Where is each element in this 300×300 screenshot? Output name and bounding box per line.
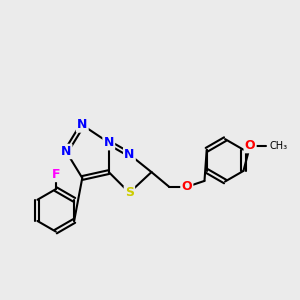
Text: F: F (52, 168, 60, 181)
Text: N: N (61, 145, 71, 158)
Text: N: N (124, 148, 135, 161)
Text: N: N (77, 118, 88, 131)
Text: O: O (182, 180, 192, 193)
Text: S: S (125, 186, 134, 199)
Text: O: O (245, 139, 255, 152)
Text: CH₃: CH₃ (269, 141, 287, 151)
Text: N: N (103, 136, 114, 149)
